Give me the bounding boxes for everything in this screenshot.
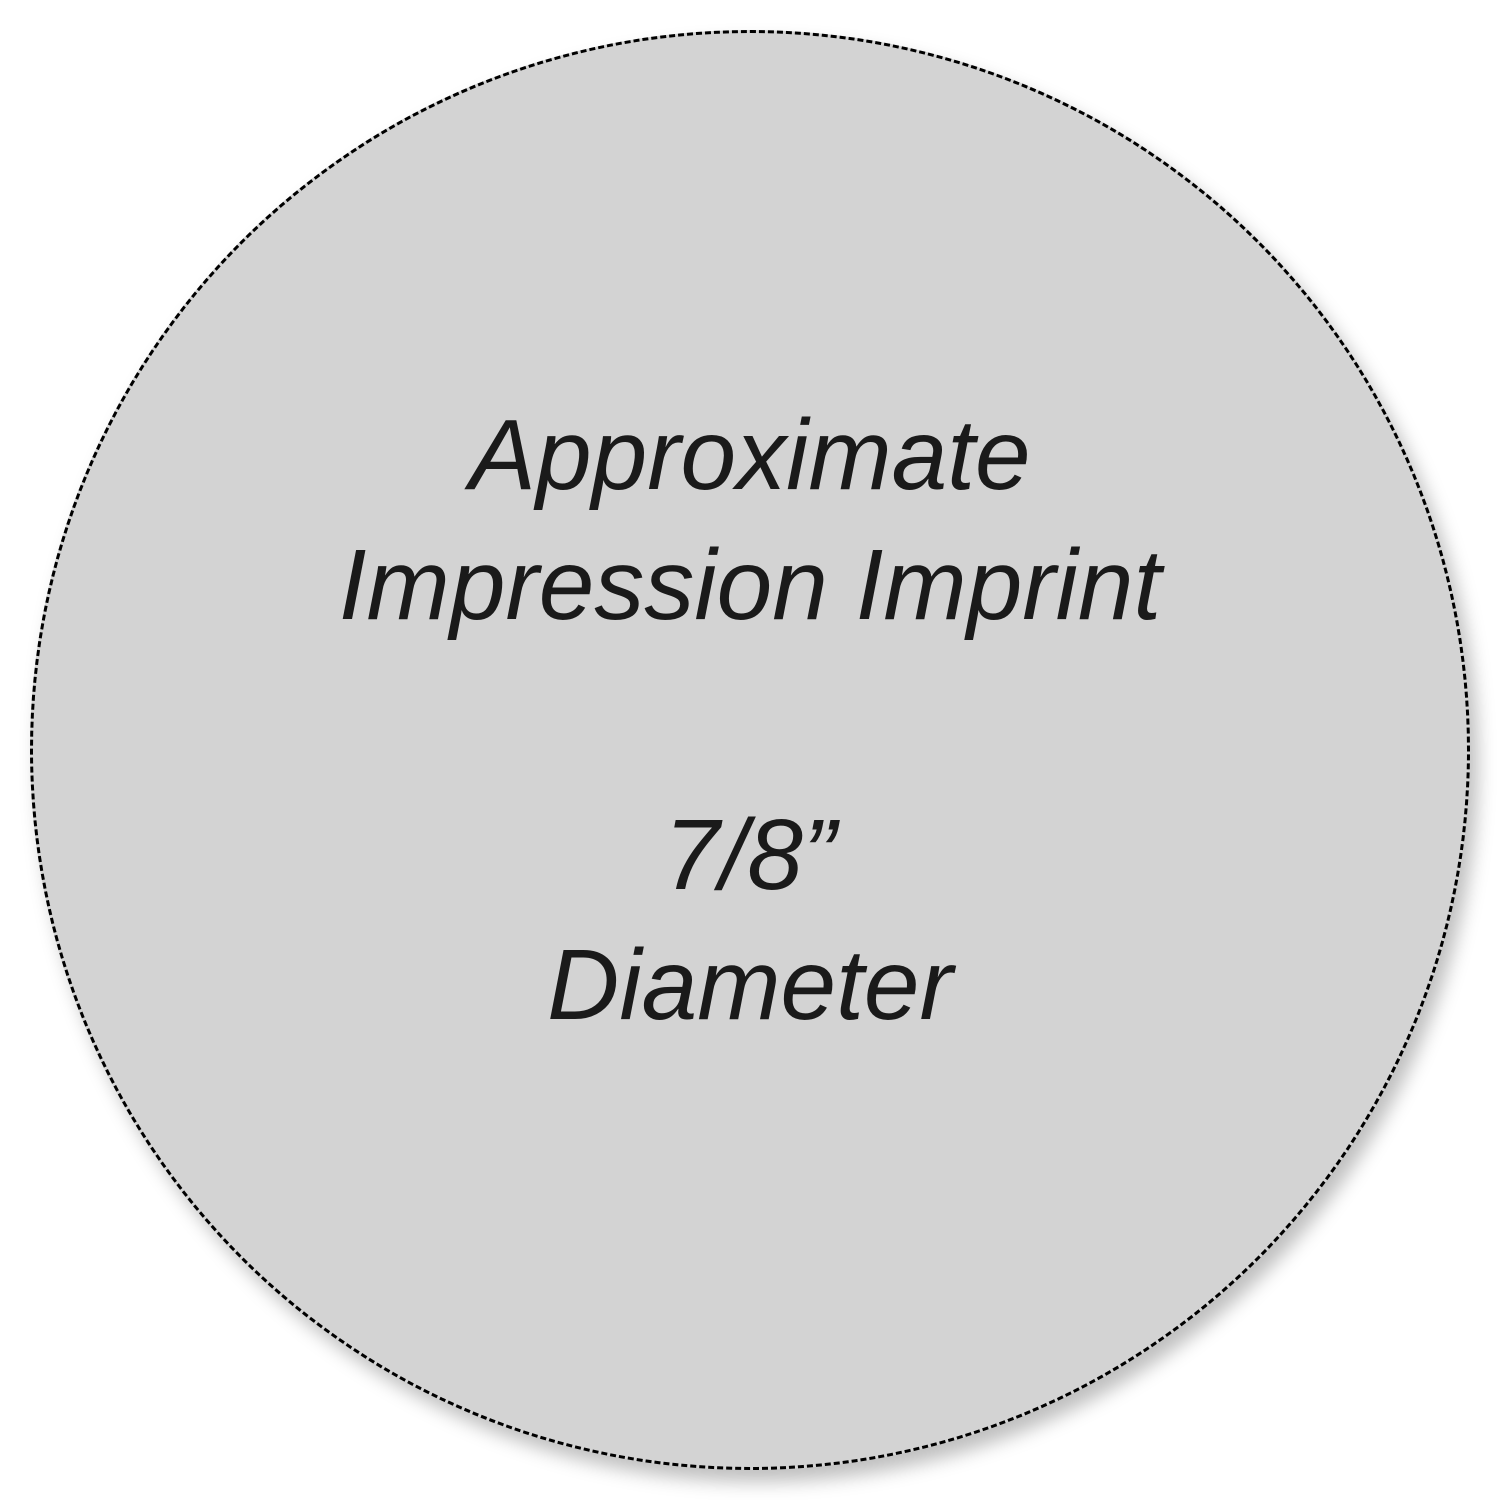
imprint-circle: Approximate Impression Imprint 7/8” Diam…	[30, 30, 1470, 1470]
imprint-title-line2: Impression Imprint	[339, 520, 1161, 650]
imprint-size-line1: 7/8”	[547, 790, 953, 920]
imprint-title-line1: Approximate	[339, 390, 1161, 520]
imprint-size-block: 7/8” Diameter	[547, 790, 953, 1050]
imprint-size-line2: Diameter	[547, 920, 953, 1050]
imprint-diagram: Approximate Impression Imprint 7/8” Diam…	[30, 30, 1470, 1470]
imprint-title-block: Approximate Impression Imprint	[339, 390, 1161, 650]
